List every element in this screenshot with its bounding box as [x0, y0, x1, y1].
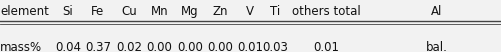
Text: element: element — [0, 5, 49, 18]
Text: mass%: mass% — [0, 41, 42, 52]
Text: 0.00: 0.00 — [176, 41, 202, 52]
Text: 0.00: 0.00 — [206, 41, 232, 52]
Text: others total: others total — [292, 5, 360, 18]
Text: Mg: Mg — [180, 5, 198, 18]
Text: Ti: Ti — [270, 5, 280, 18]
Text: 0.01: 0.01 — [236, 41, 263, 52]
Text: Fe: Fe — [91, 5, 104, 18]
Text: 0.01: 0.01 — [313, 41, 339, 52]
Text: 0.04: 0.04 — [55, 41, 81, 52]
Text: 0.02: 0.02 — [116, 41, 142, 52]
Text: Cu: Cu — [121, 5, 137, 18]
Text: Si: Si — [62, 5, 73, 18]
Text: Zn: Zn — [212, 5, 227, 18]
Text: 0.00: 0.00 — [146, 41, 172, 52]
Text: Mn: Mn — [150, 5, 168, 18]
Text: V: V — [245, 5, 254, 18]
Text: Al: Al — [430, 5, 441, 18]
Text: bal.: bal. — [425, 41, 447, 52]
Text: 0.03: 0.03 — [262, 41, 288, 52]
Text: 0.37: 0.37 — [85, 41, 111, 52]
